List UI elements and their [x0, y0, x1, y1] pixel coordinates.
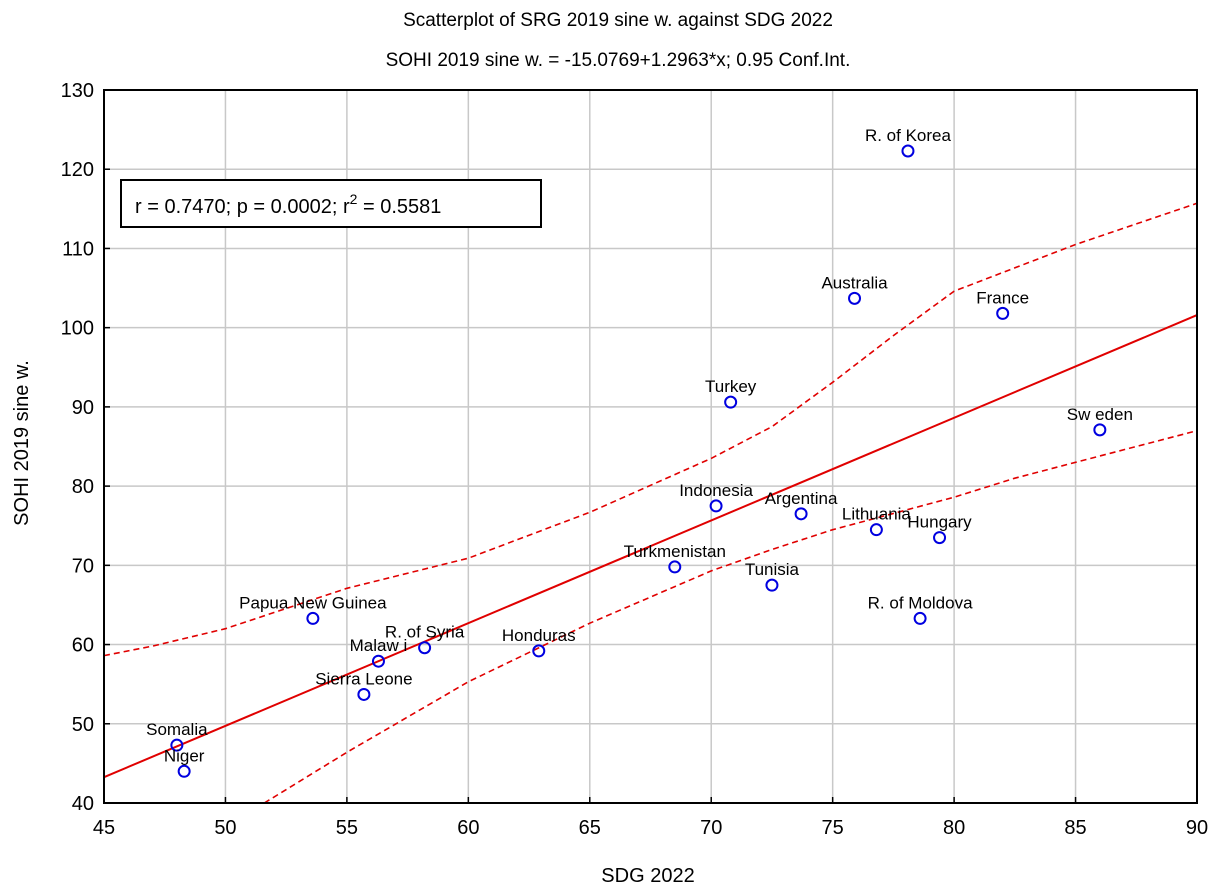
stats-box: r = 0.7470; p = 0.0002; r2 = 0.5581 [120, 179, 542, 228]
point-label: Sw eden [1067, 405, 1133, 424]
stats-superscript: 2 [350, 191, 358, 207]
point-label: R. of Syria [385, 623, 465, 642]
point-label: R. of Moldova [868, 593, 973, 612]
point-label: Indonesia [679, 481, 753, 500]
point-label: Malaw i [350, 636, 408, 655]
x-tick-label: 50 [214, 817, 236, 839]
x-tick-label: 90 [1186, 817, 1208, 839]
data-point [913, 611, 927, 625]
point-label: Australia [821, 273, 888, 292]
data-point [418, 641, 432, 655]
data-point [371, 654, 385, 668]
point-label: France [976, 288, 1029, 307]
x-tick-label: 80 [943, 817, 965, 839]
data-point [668, 560, 682, 574]
data-point [724, 395, 738, 409]
confidence-band-upper [103, 202, 1198, 657]
x-tick-label: 45 [93, 817, 115, 839]
data-point [177, 764, 191, 778]
y-tick-label: 100 [61, 318, 94, 340]
point-label: R. of Korea [865, 126, 952, 145]
y-tick-label: 90 [72, 397, 94, 419]
point-label: Niger [164, 746, 205, 765]
confidence-band-lower [263, 429, 1198, 804]
y-tick-label: 60 [72, 635, 94, 657]
data-point [901, 144, 915, 158]
data-point [357, 687, 371, 701]
y-axis-label: SOHI 2019 sine w. [11, 360, 33, 526]
y-tick-label: 80 [72, 476, 94, 498]
point-label: Sierra Leone [315, 669, 412, 688]
y-tick-label: 70 [72, 555, 94, 577]
x-tick-label: 70 [700, 817, 722, 839]
data-point [306, 611, 320, 625]
regression-line [103, 314, 1198, 779]
axis-ticks: 45 50 55 60 65 70 75 80 85 90 40 50 60 70 80 90 100 110 12… [61, 80, 1209, 839]
data-point [532, 644, 546, 658]
data-point [933, 531, 947, 545]
chart-subtitle: SOHI 2019 sine w. = -15.0769+1.2963*x; 0… [386, 50, 851, 71]
point-label: Papua New Guinea [239, 593, 387, 612]
point-label: Turkmenistan [624, 542, 726, 561]
data-point [996, 306, 1010, 320]
grid [104, 90, 1197, 803]
data-point [848, 291, 862, 305]
x-tick-label: 60 [457, 817, 479, 839]
y-tick-label: 130 [61, 80, 94, 102]
stats-text: r = 0.7470; p = 0.0002; r2 = 0.5581 [135, 191, 441, 218]
x-tick-label: 55 [336, 817, 358, 839]
points-layer: R. of Korea Australia France Turkey Sw eden I… [146, 126, 1133, 778]
x-tick-label: 75 [822, 817, 844, 839]
data-point [765, 578, 779, 592]
x-axis-label: SDG 2022 [601, 865, 694, 887]
y-tick-label: 50 [72, 714, 94, 736]
y-tick-label: 110 [62, 238, 94, 260]
point-label: Hungary [907, 513, 972, 532]
data-point [869, 523, 883, 537]
y-tick-label: 120 [61, 159, 94, 181]
point-label: Turkey [705, 377, 757, 396]
point-label: Tunisia [745, 560, 800, 579]
point-label: Argentina [765, 489, 838, 508]
data-point [709, 499, 723, 513]
data-point [170, 738, 184, 752]
x-tick-label: 85 [1064, 817, 1086, 839]
stats-suffix: = 0.5581 [357, 196, 441, 218]
point-label: Lithuania [842, 505, 912, 524]
series-layer [103, 202, 1198, 804]
chart-title: Scatterplot of SRG 2019 sine w. against … [403, 10, 833, 31]
plot-frame [103, 89, 1198, 804]
point-label: Honduras [502, 626, 576, 645]
point-label: Somalia [146, 720, 208, 739]
data-point [794, 507, 808, 521]
y-tick-label: 40 [72, 793, 94, 815]
stats-prefix: r = 0.7470; p = 0.0002; r [135, 196, 350, 218]
x-tick-label: 65 [579, 817, 601, 839]
data-point [1093, 423, 1107, 437]
